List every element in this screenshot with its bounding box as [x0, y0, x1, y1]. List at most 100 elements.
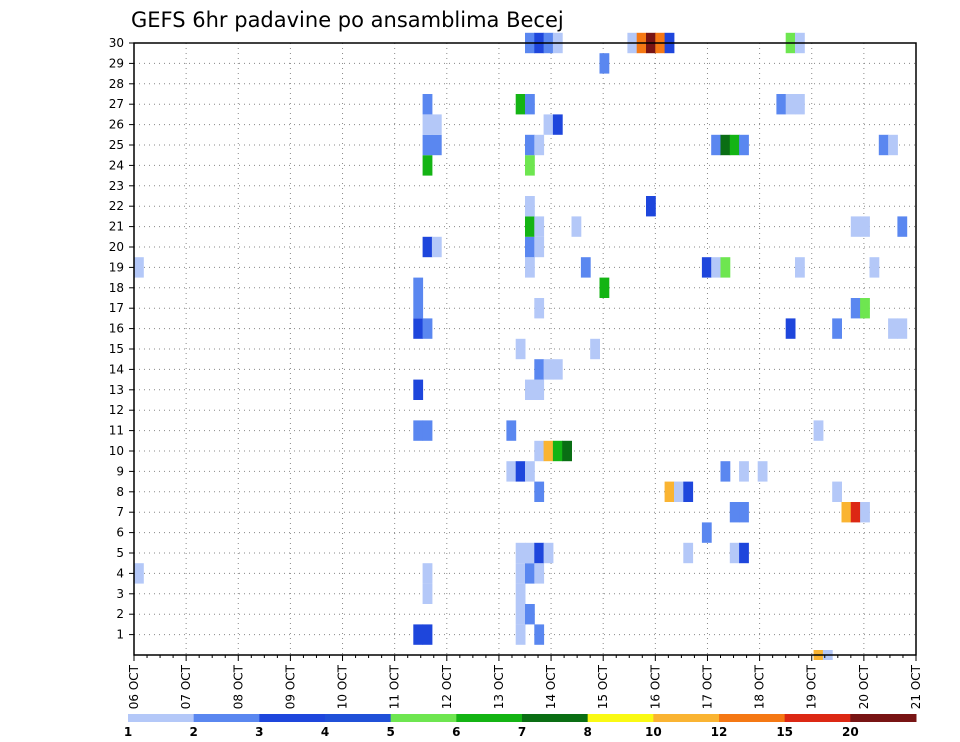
precip-cell [860, 502, 870, 523]
precip-cell [413, 318, 424, 339]
precip-cell [739, 542, 749, 564]
precip-cell [785, 94, 796, 115]
precip-cell [515, 583, 526, 604]
precip-cell [562, 440, 572, 462]
precip-cell [413, 420, 424, 441]
y-tick-label: 8 [116, 485, 124, 499]
legend-label: 1 [124, 725, 132, 739]
axes-layer: 1234567891011121314151617181920212223242… [109, 36, 923, 709]
y-tick-label: 12 [109, 403, 124, 417]
legend-label: 4 [321, 725, 329, 739]
legend-label: 20 [842, 725, 859, 739]
precip-cell [720, 257, 731, 278]
precip-cell [525, 379, 535, 400]
precip-cell [599, 53, 610, 74]
precip-cell [832, 481, 842, 502]
precip-cell [525, 461, 535, 482]
legend-swatch [390, 714, 457, 722]
precip-cell [422, 155, 433, 176]
precip-cell [832, 318, 842, 339]
precip-cell [850, 298, 861, 319]
precip-cell [134, 563, 144, 584]
precip-cell [897, 318, 908, 339]
y-tick-label: 30 [109, 36, 124, 50]
precip-cell [422, 624, 433, 645]
x-tick-label: 17 OCT [700, 664, 714, 709]
precip-cell [757, 461, 768, 482]
precip-cell [850, 502, 861, 523]
y-tick-label: 6 [116, 526, 124, 540]
precip-cell [701, 257, 712, 278]
precip-cell [534, 563, 545, 584]
precip-cell [525, 94, 535, 115]
x-tick-label: 06 OCT [127, 664, 141, 709]
y-tick-label: 25 [109, 138, 124, 152]
legend-swatch [193, 714, 260, 722]
precip-cell [515, 94, 526, 115]
precip-cell [525, 604, 535, 625]
precip-cell [413, 624, 424, 645]
precip-cell [580, 257, 591, 278]
y-tick-label: 10 [109, 444, 124, 458]
precip-cell [422, 94, 433, 115]
precip-cell [860, 216, 870, 237]
y-tick-label: 22 [109, 199, 124, 213]
legend-label: 3 [255, 725, 263, 739]
precip-cell [525, 542, 535, 564]
precip-cell [739, 134, 749, 156]
precip-cell [543, 542, 554, 564]
precip-cell [525, 257, 535, 278]
precip-cell [850, 216, 861, 237]
y-tick-label: 26 [109, 118, 124, 132]
legend: 1 2 3 4 5 6 7 8 10 12 15 20 [124, 714, 917, 739]
y-tick-label: 24 [109, 158, 124, 172]
y-tick-label: 23 [109, 179, 124, 193]
x-tick-label: 08 OCT [231, 664, 245, 709]
precip-cell [431, 134, 442, 156]
precip-cell [534, 216, 545, 237]
precip-cell [534, 359, 545, 380]
precip-cell [664, 481, 675, 502]
x-tick-label: 14 OCT [544, 664, 558, 709]
legend-swatch [653, 714, 720, 722]
x-tick-label: 21 OCT [909, 664, 923, 709]
y-tick-label: 15 [109, 342, 124, 356]
precip-cell [422, 583, 433, 604]
precip-cell [534, 481, 545, 502]
y-tick-label: 1 [116, 628, 124, 642]
precip-cell [795, 94, 805, 115]
precip-cell [739, 461, 749, 482]
legend-label: 2 [189, 725, 197, 739]
legend-swatch [784, 714, 851, 722]
y-tick-label: 29 [109, 56, 124, 70]
precip-cell [515, 461, 526, 482]
precip-cell [795, 257, 805, 278]
y-tick-label: 4 [116, 566, 124, 580]
precip-cell [534, 236, 545, 258]
y-tick-label: 17 [109, 301, 124, 315]
precip-cell [683, 481, 694, 502]
precip-cell [888, 134, 898, 156]
precip-cell [543, 359, 554, 380]
precip-cell [878, 134, 889, 156]
precip-cell [729, 542, 740, 564]
x-tick-label: 13 OCT [492, 664, 506, 709]
precip-cell [711, 257, 721, 278]
y-tick-label: 20 [109, 240, 124, 254]
precip-cell [515, 604, 526, 625]
legend-swatch [325, 714, 392, 722]
legend-label: 6 [452, 725, 460, 739]
precip-cell [590, 338, 600, 360]
precip-cell [860, 298, 870, 319]
x-tick-label: 20 OCT [857, 664, 871, 709]
x-tick-label: 10 OCT [336, 664, 350, 709]
chart-title: GEFS 6hr padavine po ansamblima Becej [131, 8, 564, 32]
x-tick-label: 11 OCT [388, 664, 402, 709]
y-tick-label: 7 [116, 505, 124, 519]
precip-cell [525, 236, 535, 258]
precip-cell [525, 134, 535, 156]
precip-cell [431, 114, 442, 135]
legend-swatch [522, 714, 589, 722]
y-tick-label: 13 [109, 383, 124, 397]
